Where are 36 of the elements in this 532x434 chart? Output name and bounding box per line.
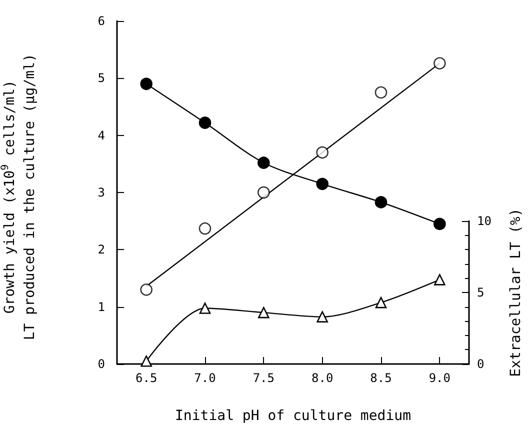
point xyxy=(375,296,387,308)
point xyxy=(434,218,446,230)
point xyxy=(434,274,446,286)
point xyxy=(316,178,328,190)
x-tick-label: 7.0 xyxy=(194,371,216,385)
y-tick-label: 4 xyxy=(98,128,105,142)
x-tick-label: 6.5 xyxy=(135,371,158,385)
point xyxy=(198,116,212,129)
x-tick-label: 8.5 xyxy=(370,371,392,385)
point xyxy=(140,284,152,296)
point xyxy=(258,186,270,199)
x-tick-label: 9.0 xyxy=(428,371,451,385)
x-tick-label: 7.5 xyxy=(252,371,275,385)
point xyxy=(374,86,388,99)
y-tick-label: 1 xyxy=(98,300,105,314)
y-tick-label: 5 xyxy=(98,71,105,86)
point xyxy=(199,302,211,314)
point xyxy=(434,57,446,70)
x-tick-label: 8.0 xyxy=(311,371,334,385)
y2-tick-label: 10 xyxy=(477,214,492,228)
point xyxy=(258,306,270,318)
point xyxy=(316,146,328,159)
y-tick-label: 6 xyxy=(98,14,105,28)
point xyxy=(316,311,328,322)
y2-tick-label: 5 xyxy=(477,286,484,300)
point xyxy=(258,156,270,169)
y-tick-label: 3 xyxy=(98,186,105,200)
y2-tick-label: 0 xyxy=(477,357,484,371)
y2-axis-title: Extracellular LT (%) xyxy=(508,208,524,377)
point xyxy=(374,196,388,208)
point xyxy=(198,222,212,235)
y-tick-label: 2 xyxy=(98,242,105,257)
point xyxy=(140,78,152,90)
point xyxy=(140,355,152,367)
x-axis-title: Initial pH of culture medium xyxy=(174,408,412,424)
y-tick-label: 0 xyxy=(98,357,105,371)
